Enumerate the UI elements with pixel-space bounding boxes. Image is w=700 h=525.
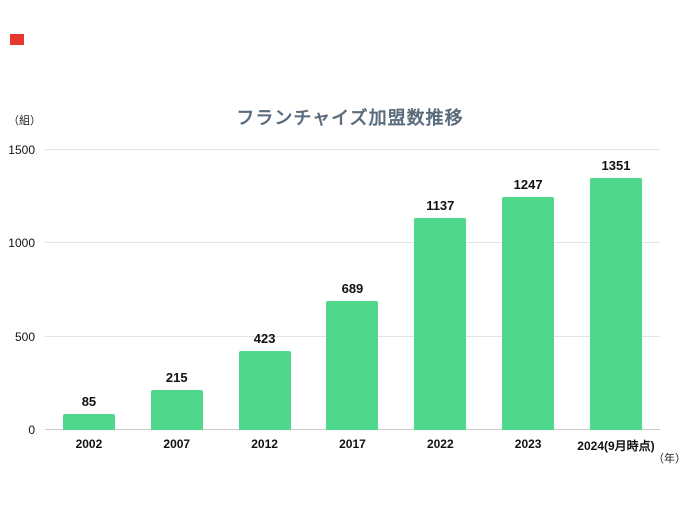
x-axis-unit-label: （年）	[653, 453, 686, 465]
x-tick-label: 2002	[75, 437, 103, 451]
bar-group: 1351	[572, 150, 660, 430]
logo-mark	[10, 34, 24, 45]
gridline: 1000	[8, 236, 660, 250]
bar-group: 85	[45, 150, 133, 430]
bar-value-label: 85	[81, 394, 97, 410]
bar[interactable]	[589, 177, 642, 430]
bar-value-label: 1351	[601, 157, 631, 173]
x-tick-label: 2022	[426, 437, 454, 451]
bar[interactable]	[150, 389, 203, 430]
chart-title: フランチャイズ加盟数推移	[236, 108, 464, 128]
y-axis-unit-label: （組）	[8, 115, 41, 127]
bar-value-label: 689	[341, 281, 364, 297]
y-tick-label: 1500	[8, 143, 35, 157]
bar-group: 689	[309, 150, 397, 430]
y-tick-label: 500	[14, 329, 35, 344]
x-tick-label: 2024(9月時点)	[577, 439, 655, 453]
x-tick-label: 2007	[163, 437, 191, 451]
bar[interactable]	[414, 217, 467, 430]
gridline: 1500	[8, 143, 660, 157]
plot-area: 0 500 1000 1500 85 215 423 689 1137 1247 1351 2002…	[8, 143, 660, 453]
bar-group: 1247	[484, 150, 572, 430]
bar-value-label: 1137	[426, 197, 455, 213]
bar-value-label: 423	[253, 331, 276, 347]
bar[interactable]	[502, 197, 555, 430]
bar-group: 1137	[396, 150, 484, 430]
bar-group: 215	[133, 150, 221, 430]
bar-value-label: 215	[165, 369, 188, 385]
x-tick-label: 2023	[514, 437, 542, 451]
x-tick-label: 2012	[251, 437, 278, 451]
x-tick-label: 2017	[339, 437, 366, 451]
bars-container: 85 215 423 689 1137 1247 1351	[45, 150, 660, 430]
y-tick-label: 1000	[8, 236, 35, 251]
bar[interactable]	[62, 414, 115, 430]
bar-value-label: 1247	[513, 177, 543, 193]
y-tick-label: 0	[28, 423, 35, 437]
bar[interactable]	[238, 351, 291, 430]
bar-group: 423	[221, 150, 309, 430]
x-axis-labels: 2002 2007 2012 2017 2022 2023 2024(9月時点)	[45, 437, 660, 454]
bar[interactable]	[326, 301, 379, 430]
